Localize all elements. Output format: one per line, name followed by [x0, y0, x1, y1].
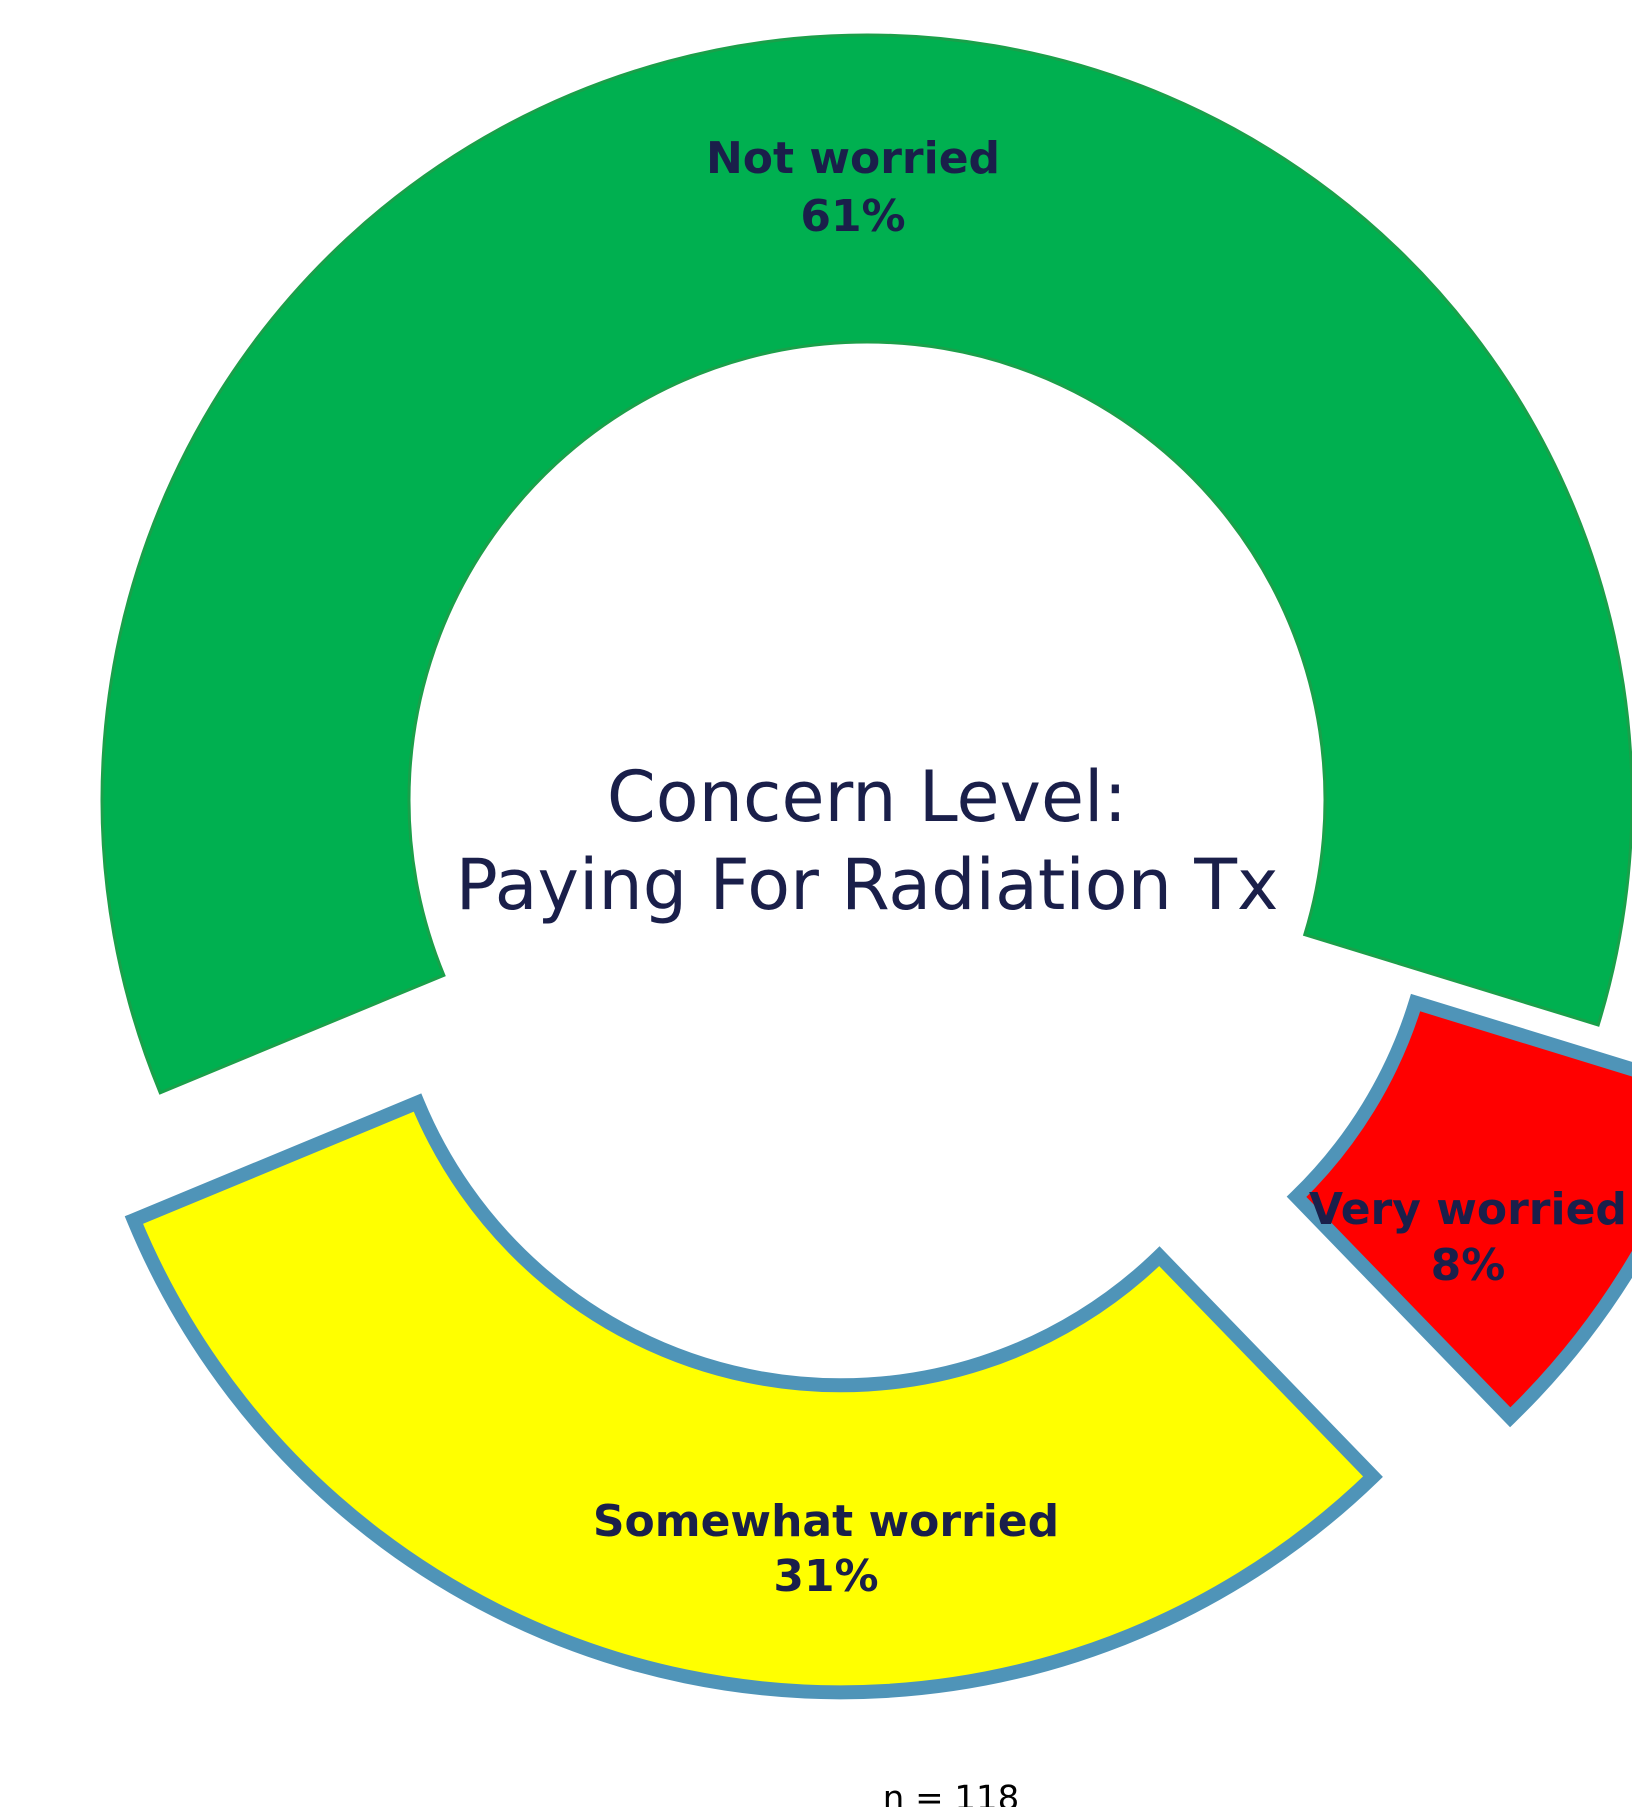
donut-slice [1286, 993, 1632, 1428]
slice-label: Very worried [1309, 1184, 1627, 1235]
slice-label: Somewhat worried [593, 1496, 1059, 1547]
annotation: n = 118 [883, 1779, 1020, 1807]
value-label: 61% [800, 191, 905, 242]
slice-label: Not worried [706, 133, 1000, 184]
value-label: 31% [773, 1551, 878, 1602]
chart-title: Paying For Radiation Tx [456, 844, 1279, 926]
donut-slice [100, 33, 1632, 1095]
donut-slice [124, 1093, 1383, 1700]
chart-title: Concern Level: [607, 756, 1127, 838]
value-label: 8% [1431, 1240, 1506, 1291]
slices [100, 33, 1632, 1700]
